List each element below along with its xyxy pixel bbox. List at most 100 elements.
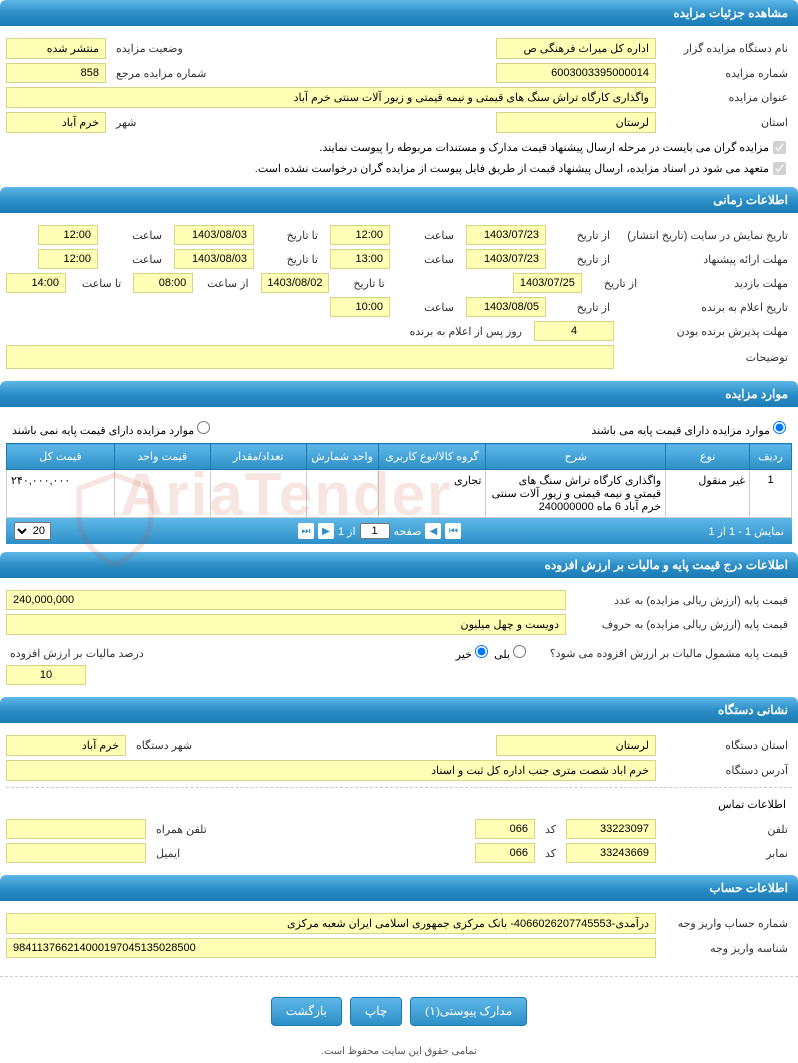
auction-no-value: 6003003395000014 <box>496 63 656 83</box>
status-value: منتشر شده <box>6 38 106 59</box>
visit-from-time: 08:00 <box>133 273 193 293</box>
fax-label: نمابر <box>662 847 792 860</box>
vat-pct-value: 10 <box>6 665 86 685</box>
fax-value: 33243669 <box>566 843 656 863</box>
vat-q-label: قیمت پایه مشمول مالیات بر ارزش افزوده می… <box>532 647 792 660</box>
cell-total: ۲۴۰,۰۰۰,۰۰۰ <box>7 470 115 518</box>
city-value: خرم آباد <box>6 112 106 133</box>
attachments-button[interactable]: مدارک پیوستی(۱) <box>410 997 527 1026</box>
pager-first-icon[interactable]: ⏮ <box>445 523 461 539</box>
accept-suffix: روز پس از اعلام به برنده <box>406 325 526 338</box>
account-value: درآمدی-4066026207745553- بانک مرکزی جمهو… <box>6 913 656 934</box>
print-button[interactable]: چاپ <box>350 997 402 1026</box>
to-time-label: تا ساعت <box>74 277 125 290</box>
radio-no-base[interactable] <box>197 421 210 434</box>
radio-no-base-label[interactable]: موارد مزایده دارای قیمت پایه نمی باشند <box>12 421 210 437</box>
cell-unit-price <box>114 470 210 518</box>
subject-label: عنوان مزایده <box>662 91 792 104</box>
col-unit: واحد شمارش <box>306 444 378 470</box>
org-province-label: استان دستگاه <box>662 739 792 752</box>
to-label-1: تا تاریخ <box>262 229 322 242</box>
vat-yes-label[interactable]: بلی <box>494 645 526 661</box>
email-value <box>6 843 146 863</box>
desc-value <box>6 345 614 369</box>
pager-info: نمایش 1 - 1 از 1 <box>708 525 784 538</box>
accept-days: 4 <box>534 321 614 341</box>
cell-idx: 1 <box>750 470 792 518</box>
vat-yes-radio[interactable] <box>513 645 526 658</box>
account-label: شماره حساب واریز وجه <box>662 917 792 930</box>
pager-next-icon[interactable]: ▶ <box>318 523 334 539</box>
fax-code-value: 066 <box>475 843 535 863</box>
base-text-label: قیمت پایه (ارزش ریالی مزایده) به حروف <box>572 618 792 631</box>
base-num-value: 240,000,000 <box>6 590 566 610</box>
footer-text: تمامی حقوق این سایت محفوظ است. <box>0 1040 798 1063</box>
auction-no-label: شماره مزایده <box>662 67 792 80</box>
mobile-label: تلفن همراه <box>152 823 211 836</box>
col-total: قیمت کل <box>7 444 115 470</box>
fax-code-label: کد <box>541 847 560 860</box>
display-to-date: 1403/08/03 <box>174 225 254 245</box>
from-label-4: از تاریخ <box>554 301 614 314</box>
mobile-value <box>6 819 146 839</box>
col-qty: تعداد/مقدار <box>210 444 306 470</box>
from-label-1: از تاریخ <box>554 229 614 242</box>
col-type: نوع <box>666 444 750 470</box>
phone-code-value: 066 <box>475 819 535 839</box>
visit-from-date: 1403/07/25 <box>513 273 582 293</box>
radio-with-base-label[interactable]: موارد مزایده دارای قیمت پایه می باشند <box>591 421 786 437</box>
visit-to-date: 1403/08/02 <box>261 273 330 293</box>
check1-label: مزایده گران می بایست در مرحله ارسال پیشن… <box>319 141 769 154</box>
vat-no-radio[interactable] <box>475 645 488 658</box>
subject-value: واگذاری کارگاه تراش سنگ های قیمتی و نیمه… <box>6 87 656 108</box>
pager-size-select[interactable]: 20 <box>14 522 51 540</box>
pager-page-label: صفحه <box>394 525 422 538</box>
back-button[interactable]: بازگشت <box>271 997 342 1026</box>
radio-with-base[interactable] <box>773 421 786 434</box>
cell-group: تجاری <box>378 470 486 518</box>
cell-unit <box>306 470 378 518</box>
org-address-label: آدرس دستگاه <box>662 764 792 777</box>
org-address-value: خرم اباد شصت متری جنب اداره کل ثبت و اسن… <box>6 760 656 781</box>
org-value: اداره کل میراث فرهنگی ص <box>496 38 656 59</box>
to-label-3: تا تاریخ <box>337 277 388 290</box>
announce-from-date: 1403/08/05 <box>466 297 546 317</box>
proposal-from-date: 1403/07/23 <box>466 249 546 269</box>
section-time-header: اطلاعات زمانی <box>0 187 798 213</box>
section-price-header: اطلاعات درج قیمت پایه و مالیات بر ارزش ا… <box>0 552 798 578</box>
province-value: لرستان <box>496 112 656 133</box>
pager-last-icon[interactable]: ⏭ <box>298 523 314 539</box>
announce-label: تاریخ اعلام به برنده <box>622 301 792 314</box>
from-time-label: از ساعت <box>201 277 252 290</box>
section-details-header: مشاهده جزئیات مزایده <box>0 0 798 26</box>
cell-desc: واگذاری کارگاه تراش سنگ های قیمتی و نیمه… <box>486 470 666 518</box>
ref-no-value: 858 <box>6 63 106 83</box>
announce-time: 10:00 <box>330 297 390 317</box>
proposal-to-time: 12:00 <box>38 249 98 269</box>
check1-checkbox <box>773 141 786 154</box>
from-label-3: از تاریخ <box>590 277 641 290</box>
org-label: نام دستگاه مزایده گزار <box>662 42 792 55</box>
time-label-1: ساعت <box>398 229 458 242</box>
vat-no-label[interactable]: خیر <box>456 645 488 661</box>
col-group: گروه کالا/نوع کاربری <box>378 444 486 470</box>
status-label: وضعیت مزایده <box>112 42 187 55</box>
col-desc: شرح <box>486 444 666 470</box>
org-province-value: لرستان <box>496 735 656 756</box>
contact-title: اطلاعات تماس <box>6 794 792 815</box>
phone-label: تلفن <box>662 823 792 836</box>
pager: نمایش 1 - 1 از 1 ⏮ ◀ صفحه از 1 ▶ ⏭ 20 <box>6 518 792 544</box>
province-label: استان <box>662 116 792 129</box>
display-from-time: 12:00 <box>330 225 390 245</box>
cell-qty <box>210 470 306 518</box>
email-label: ایمیل <box>152 847 184 860</box>
table-row: 1 غیر منقول واگذاری کارگاه تراش سنگ های … <box>7 470 792 518</box>
from-label-2: از تاریخ <box>554 253 614 266</box>
pager-page-input[interactable] <box>360 523 390 539</box>
pager-prev-icon[interactable]: ◀ <box>425 523 441 539</box>
time-label-3: ساعت <box>398 253 458 266</box>
ref-no-label: شماره مزایده مرجع <box>112 67 210 80</box>
org-city-value: خرم آباد <box>6 735 126 756</box>
section-items-header: موارد مزایده <box>0 381 798 407</box>
org-city-label: شهر دستگاه <box>132 739 196 752</box>
